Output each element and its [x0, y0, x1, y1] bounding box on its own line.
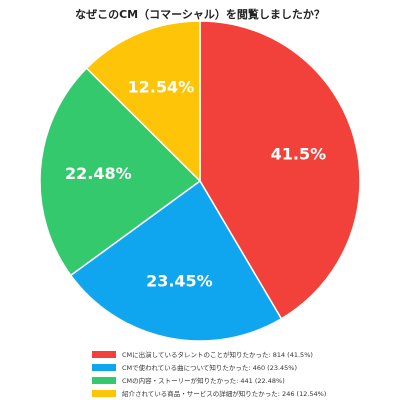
legend: CMに出演しているタレントのことが知りたかった: 814 (41.5%) CMで… [92, 348, 392, 400]
slice-value-label: 22.48% [65, 164, 132, 183]
pie-slice[interactable] [39, 67, 202, 277]
legend-swatch [92, 389, 116, 397]
legend-label: CMの内容・ストーリーが知りたかった: 441 (22.48%) [122, 377, 285, 385]
legend-item[interactable]: CMで使われている曲について知りたかった: 460 (23.45%) [92, 361, 392, 373]
chart-title: なぜこのCM（コマーシャル）を閲覧しましたか？ [75, 8, 325, 21]
legend-label: CMで使われている曲について知りたかった: 460 (23.45%) [122, 364, 298, 372]
pie-slice[interactable] [69, 179, 283, 342]
legend-item[interactable]: 紹介されている商品・サービスの詳細が知りたかった: 246 (12.54%) [92, 387, 392, 399]
legend-item[interactable]: CMの内容・ストーリーが知りたかった: 441 (22.48%) [92, 374, 392, 386]
legend-item[interactable]: CMに出演しているタレントのことが知りたかった: 814 (41.5%) [92, 348, 392, 360]
slice-value-label: 23.45% [146, 271, 213, 290]
legend-swatch [92, 350, 116, 358]
legend-label: CMに出演しているタレントのことが知りたかった: 814 (41.5%) [122, 351, 313, 359]
slice-value-label: 12.54% [128, 77, 195, 96]
legend-label: 紹介されている商品・サービスの詳細が知りたかった: 246 (12.54%) [122, 390, 327, 398]
pie-slice[interactable] [85, 20, 201, 183]
legend-swatch [92, 376, 116, 384]
legend-swatch [92, 363, 116, 371]
pie-slice[interactable] [199, 20, 361, 320]
slice-value-label: 41.5% [271, 145, 327, 164]
